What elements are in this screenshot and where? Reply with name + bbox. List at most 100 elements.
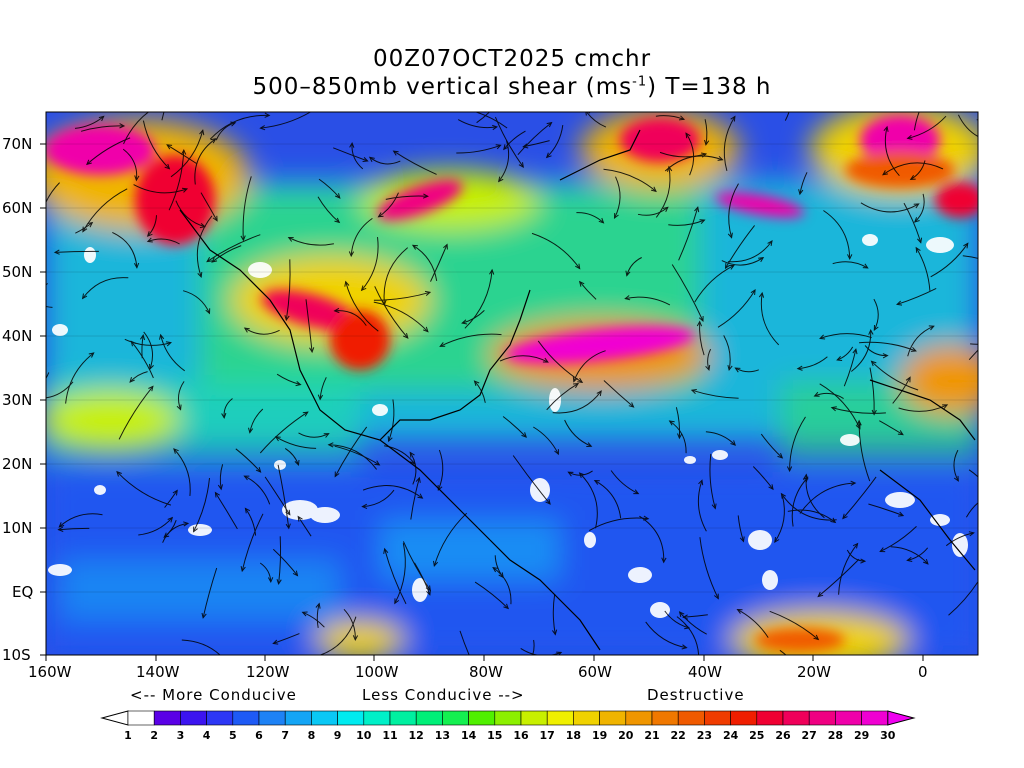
streamline [410,477,420,520]
streamline [196,215,213,278]
y-tick-20n: 20N [2,455,33,473]
streamline-arrow [18,287,22,292]
colorbar-label: 13 [435,729,450,742]
streamline [779,649,787,655]
streamline [579,472,598,529]
y-tick-10s: 10S [2,646,31,664]
streamline [343,608,356,640]
streamline-arrow [240,565,246,573]
streamline-arrow [201,612,207,619]
streamline-arrow [650,186,657,193]
streamline [774,496,785,543]
streamline [118,386,154,440]
streamline [430,244,448,282]
streamline [564,419,592,447]
streamline [46,305,53,308]
streamline-arrow [873,324,879,332]
streamline-arrow [979,574,983,579]
streamline-arrow [295,381,302,387]
streamline-arrow [461,319,468,325]
colorbar-over-arrow [887,710,916,726]
streamline [219,464,224,490]
streamline [503,130,526,150]
streamline [659,151,707,158]
streamline [163,520,177,538]
streamline [699,321,705,356]
streamline-arrow [146,237,153,243]
streamline-arrow [426,589,431,596]
streamline [843,349,857,387]
streamline [552,390,602,414]
streamline [859,341,917,352]
streamline-arrow [199,223,207,229]
x-tick-0: 0 [918,663,928,681]
streamline [272,548,298,576]
streamline [610,470,639,495]
streamline-arrow [696,320,703,327]
plot-frame [45,111,979,656]
streamline [373,301,429,333]
streamline-arrow [545,498,551,505]
streamline [705,431,736,446]
streamline [817,558,860,597]
streamline-arrow [510,75,514,80]
streamline-arrow [57,526,64,532]
streamline-arrow [193,526,198,533]
streamline [168,150,185,211]
colorbar-swatch [232,710,260,726]
streamline-arrow [139,334,146,341]
streamline-arrow [994,140,999,144]
streamline-arrow [164,100,168,105]
y-tick-30n: 30N [2,391,33,409]
streamline [907,115,947,139]
streamline-arrow [415,476,421,483]
streamline-arrow [199,129,205,136]
streamline-arrow [704,139,710,146]
streamline-arrow [830,406,837,412]
streamline-arrow [164,163,171,170]
streamline-arrow [274,436,281,442]
streamline [769,610,819,640]
streamline [457,119,497,129]
streamline [727,240,773,263]
streamline [704,119,708,145]
streamline-arrow [736,609,743,614]
streamline [383,247,409,305]
streamline-arrow [116,470,122,477]
streamline [362,485,423,499]
streamline [459,630,470,655]
streamline-arrow [334,217,341,224]
streamline-arrow [173,448,179,454]
colorbar-swatch [808,710,836,726]
colorbar-swatch [704,710,731,726]
streamline-arrow [159,333,165,340]
streamline-arrow [377,212,384,218]
streamline [316,603,320,628]
streamline-arrow [149,363,154,370]
streamline-arrow [424,290,432,296]
colorbar-label: 10 [356,729,372,742]
streamline [948,580,978,616]
streamline-arrow [166,144,173,150]
streamline-arrow [302,411,309,417]
coastlines [179,129,976,651]
colorbar-swatch [258,710,286,726]
streamline [373,291,431,301]
y-tick-10n: 10N [2,519,33,537]
streamline-arrow [909,175,916,180]
streamline [614,176,621,219]
streamline-arrow [423,326,429,333]
streamline-arrow [521,432,528,438]
colorbar-swatch [651,710,679,726]
colorbar-swatch [625,710,653,726]
streamline [116,471,172,506]
streamline-arrow [272,639,279,645]
streamline [143,331,154,370]
streamline [546,125,564,158]
streamline-arrow [682,614,689,620]
streamline-arrow [819,334,826,340]
streamline-arrow [910,346,917,352]
streamline [369,156,401,165]
streamline-arrow [906,134,913,140]
colorbar-label: 2 [150,729,158,742]
